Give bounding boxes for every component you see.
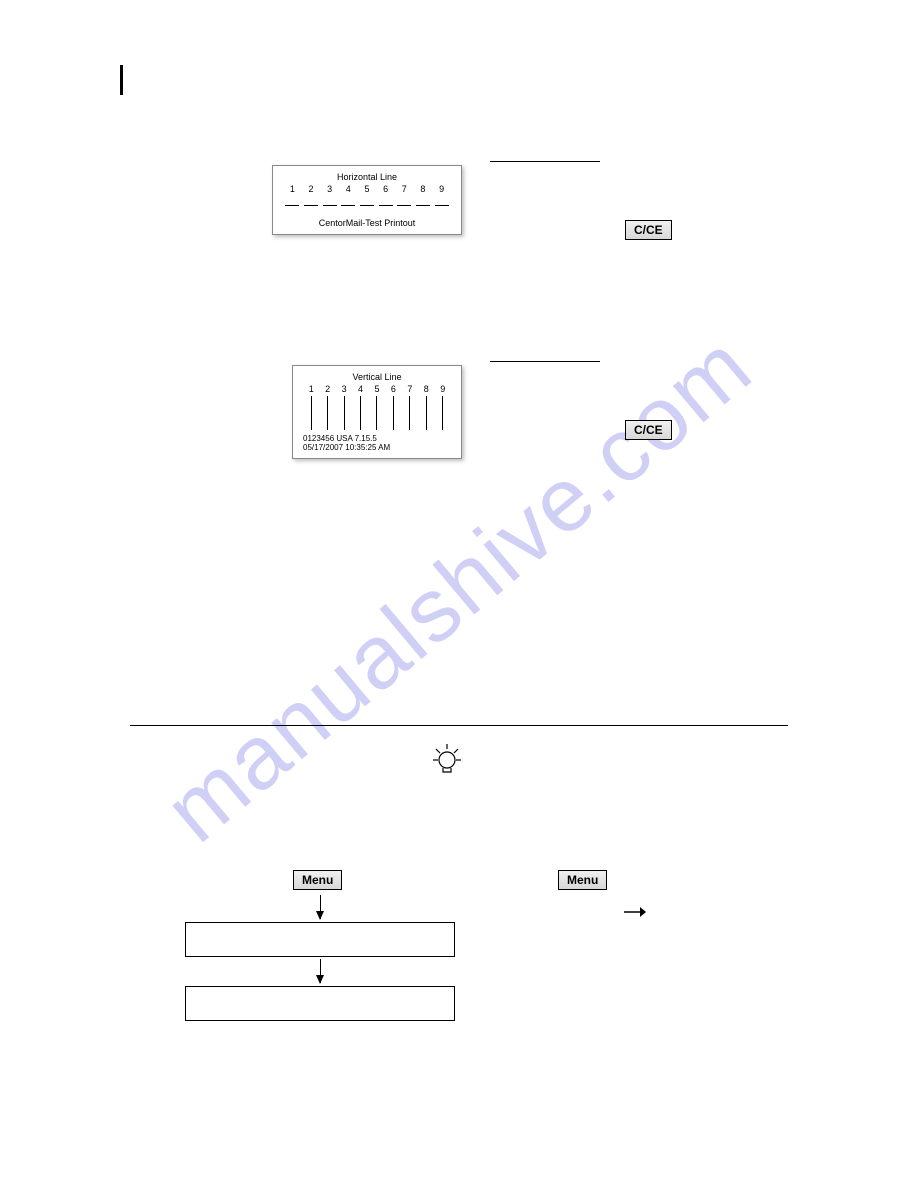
menu-key-right: Menu: [558, 870, 607, 890]
hprint-numbers: 1 2 3 4 5 6 7 8 9: [277, 184, 457, 194]
vprint-numbers: 1 2 3 4 5 6 7 8 9: [297, 384, 457, 394]
vprint-title: Vertical Line: [297, 372, 457, 382]
hprint-title: Horizontal Line: [277, 172, 457, 182]
horizontal-printout: Horizontal Line 1 2 3 4 5 6 7 8 9 Centor…: [272, 165, 462, 235]
section-divider: [130, 725, 788, 726]
arrow-box1-to-box2: [320, 959, 321, 983]
hnum: 4: [346, 184, 351, 194]
cce-key-2: C/CE: [625, 420, 672, 440]
page-mark: [120, 65, 123, 95]
cce-key-1: C/CE: [625, 220, 672, 240]
arrow-right-icon: [624, 902, 646, 923]
arrow-menu-to-box1: [320, 895, 321, 919]
vertical-printout: Vertical Line 1 2 3 4 5 6 7 8 9 0123456 …: [292, 365, 462, 459]
vnum: 3: [342, 384, 347, 394]
hnum: 9: [439, 184, 444, 194]
hnum: 2: [308, 184, 313, 194]
hnum: 7: [402, 184, 407, 194]
vnum: 4: [358, 384, 363, 394]
flow-box-2: [185, 986, 455, 1021]
lightbulb-icon: [430, 740, 464, 788]
hnum: 6: [383, 184, 388, 194]
hnum: 3: [327, 184, 332, 194]
vnum: 5: [374, 384, 379, 394]
hnum: 5: [364, 184, 369, 194]
vnum: 9: [440, 384, 445, 394]
hprint-dashes: [277, 198, 457, 212]
vprint-info2: 05/17/2007 10:35:25 AM: [297, 443, 457, 452]
heading-underline-1: [490, 150, 600, 165]
heading-underline-2: [490, 350, 600, 365]
hnum: 8: [420, 184, 425, 194]
vnum: 7: [407, 384, 412, 394]
hprint-footer: CentorMail-Test Printout: [277, 218, 457, 228]
vnum: 2: [325, 384, 330, 394]
vnum: 1: [309, 384, 314, 394]
flow-box-1: [185, 922, 455, 957]
vprint-info1: 0123456 USA 7.15.5: [297, 434, 457, 443]
hnum: 1: [290, 184, 295, 194]
vnum: 6: [391, 384, 396, 394]
vnum: 8: [424, 384, 429, 394]
menu-key-left: Menu: [293, 870, 342, 890]
vprint-lines: [297, 396, 457, 430]
